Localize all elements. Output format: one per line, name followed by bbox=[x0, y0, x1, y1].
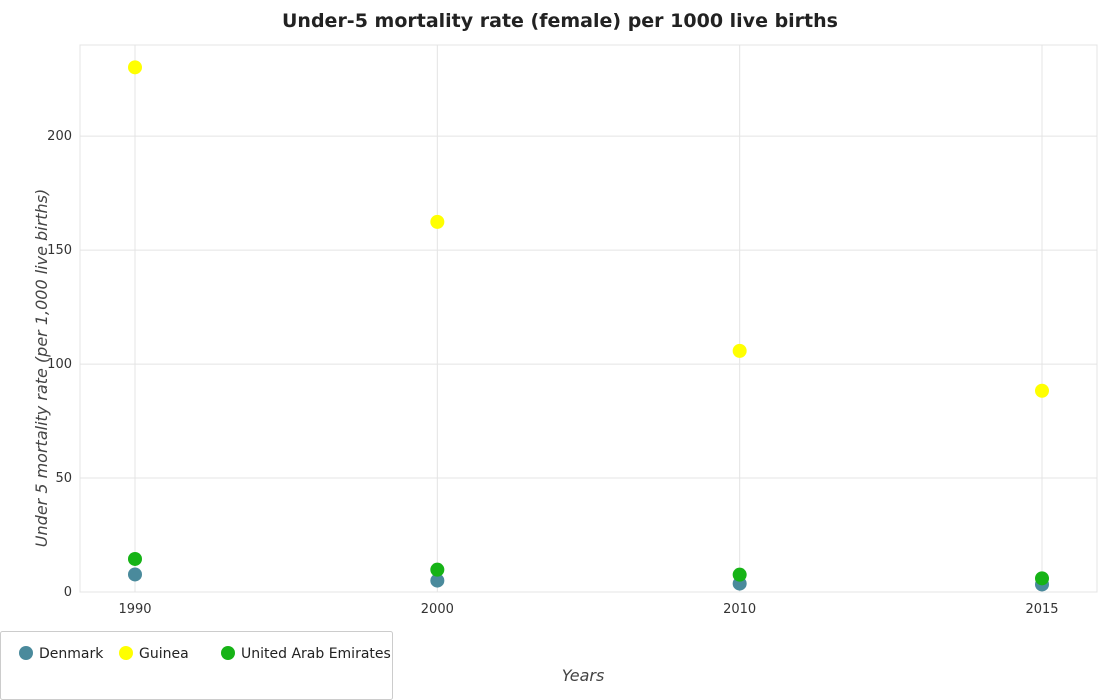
y-axis-label: Under 5 mortality rate (per 1,000 live b… bbox=[32, 189, 51, 547]
legend-marker-guinea bbox=[119, 646, 133, 660]
gridlines bbox=[79, 44, 1098, 593]
plot-frame bbox=[79, 44, 1098, 593]
y-tick-label: 200 bbox=[47, 129, 72, 144]
legend-label-denmark: Denmark bbox=[39, 646, 104, 662]
point-united-arab-emirates bbox=[732, 567, 747, 582]
point-united-arab-emirates bbox=[128, 551, 142, 566]
legend-label-united-arab-emirates: United Arab Emirates bbox=[241, 646, 391, 662]
x-tick-label: 1990 bbox=[118, 602, 151, 617]
legend-box bbox=[0, 631, 393, 700]
point-guinea bbox=[128, 60, 142, 75]
chart-title: Under-5 mortality rate (female) per 1000… bbox=[282, 10, 838, 32]
point-guinea bbox=[1035, 383, 1049, 398]
x-tick-label: 2015 bbox=[1025, 602, 1058, 617]
y-tick-label: 50 bbox=[55, 471, 72, 486]
axes: 0 50 100 150 200 1990 2000 2010 2015 bbox=[47, 129, 1058, 617]
point-guinea bbox=[430, 214, 445, 229]
legend-marker-denmark bbox=[19, 646, 33, 660]
x-axis-label: Years bbox=[562, 666, 605, 685]
point-denmark bbox=[128, 567, 142, 582]
point-united-arab-emirates bbox=[430, 562, 445, 577]
legend-label-guinea: Guinea bbox=[139, 646, 189, 662]
point-united-arab-emirates bbox=[1035, 571, 1049, 586]
point-denmark bbox=[430, 573, 445, 588]
x-tick-label: 2010 bbox=[723, 602, 756, 617]
data-points bbox=[128, 60, 1049, 592]
y-tick-label: 100 bbox=[47, 357, 72, 372]
y-tick-label: 150 bbox=[47, 243, 72, 258]
legend-marker-united-arab-emirates bbox=[221, 646, 235, 660]
x-tick-label: 2000 bbox=[421, 602, 454, 617]
y-tick-label: 0 bbox=[64, 585, 72, 600]
legend: Denmark Guinea United Arab Emirates bbox=[0, 631, 393, 700]
point-guinea bbox=[732, 343, 747, 358]
